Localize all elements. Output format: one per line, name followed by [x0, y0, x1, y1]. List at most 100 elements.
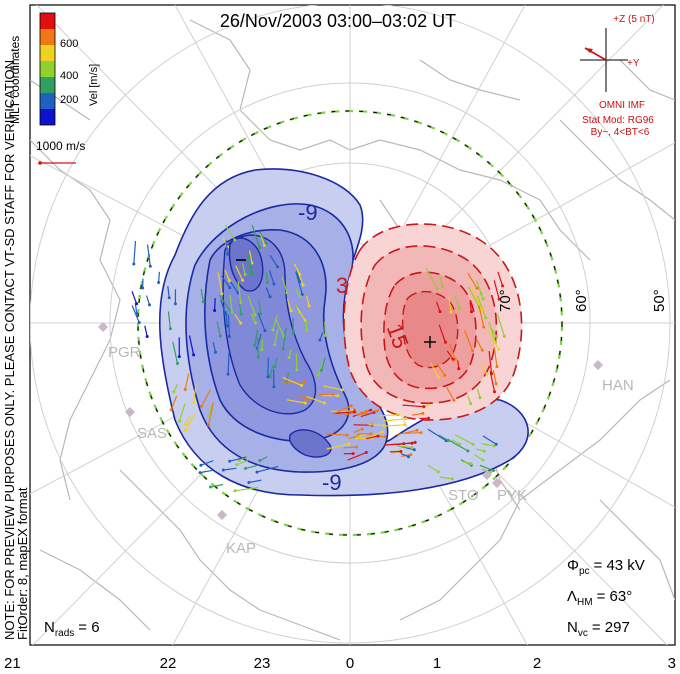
velocity-vector-origin — [298, 272, 302, 276]
velocity-vector-origin — [243, 273, 247, 276]
velocity-vector-origin — [173, 302, 177, 306]
velocity-vector-origin — [184, 428, 187, 432]
colorbar-swatch-5 — [40, 93, 55, 109]
mlt-tick-21: 21 — [4, 655, 21, 672]
velocity-vector — [208, 404, 213, 417]
velocity-vector-origin — [295, 368, 299, 372]
velocity-vector-origin — [435, 287, 439, 291]
velocity-vector — [496, 313, 505, 337]
latitude-label-70: 70° — [497, 289, 514, 312]
velocity-vector-origin — [254, 321, 258, 325]
velocity-vector-origin — [268, 295, 272, 299]
mlt-tick-1: 1 — [433, 655, 441, 672]
velocity-vector-origin — [178, 419, 182, 423]
velocity-vector — [295, 353, 298, 370]
velocity-vector-origin — [207, 414, 211, 418]
velocity-vector-origin — [502, 334, 506, 338]
imf-plus-z-label: +Z (5 nT) — [613, 14, 654, 25]
velocity-vector-origin — [436, 470, 440, 474]
velocity-vector-origin — [307, 304, 311, 308]
velocity-vector-origin — [199, 463, 203, 467]
velocity-vector-origin — [469, 402, 473, 406]
velocity-vectors — [131, 224, 506, 493]
velocity-vector — [281, 276, 288, 293]
velocity-vector — [216, 321, 221, 337]
scale-vector-origin — [38, 161, 42, 165]
velocity-vector — [383, 443, 404, 446]
velocity-vector — [210, 483, 224, 488]
velocity-vector — [250, 312, 257, 324]
velocity-vector-origin — [183, 388, 187, 391]
velocity-vector — [256, 465, 279, 473]
velocity-vector — [220, 299, 227, 315]
velocity-vector — [167, 285, 170, 298]
velocity-vector-origin — [220, 292, 224, 296]
velocity-vector-origin — [412, 448, 416, 452]
colorbar-swatch-2 — [40, 45, 55, 61]
imf-source-label: OMNI IMF — [599, 100, 645, 111]
velocity-vector — [360, 411, 375, 418]
velocity-vector — [493, 280, 500, 300]
velocity-vector-origin — [148, 303, 151, 307]
velocity-vector-origin — [351, 452, 355, 456]
velocity-vector-origin — [239, 312, 243, 316]
velocity-vector-origin — [458, 307, 461, 310]
velocity-vector — [158, 271, 160, 283]
velocity-vector-origin — [301, 283, 305, 287]
velocity-vector — [305, 295, 310, 307]
velocity-vector-origin — [490, 372, 494, 376]
station-label-pgr: PGR — [108, 344, 141, 361]
velocity-vector-origin — [494, 382, 498, 386]
velocity-vector-origin — [345, 433, 349, 437]
velocity-vector-origin — [349, 404, 353, 408]
colorbar-swatch-1 — [40, 29, 55, 45]
velocity-vector-origin — [169, 408, 173, 412]
velocity-vector-origin — [427, 416, 430, 420]
velocity-vector-origin — [336, 394, 340, 398]
velocity-vector — [427, 464, 439, 473]
velocity-vector-origin — [489, 470, 493, 474]
velocity-vector-origin — [497, 347, 501, 351]
velocity-vector-origin — [244, 466, 248, 470]
velocity-vector-origin — [291, 331, 295, 335]
velocity-vector — [492, 369, 497, 384]
velocity-vector — [200, 288, 204, 303]
velocity-vector-origin — [457, 367, 461, 371]
velocity-vector-origin — [364, 411, 368, 415]
nrads-subscript: rads — [55, 628, 74, 639]
velocity-vector — [188, 335, 195, 356]
velocity-vector — [184, 413, 196, 431]
nvc-value: = 297 — [592, 619, 630, 636]
velocity-vector-origin — [453, 357, 457, 361]
velocity-vector-origin — [466, 449, 470, 453]
velocity-vector — [133, 240, 137, 265]
lam-value: = 63° — [597, 588, 633, 605]
velocity-vector — [474, 454, 484, 461]
velocity-vector — [478, 305, 485, 328]
velocity-vector — [383, 418, 406, 422]
velocity-vector-origin — [266, 280, 269, 284]
velocity-vector — [435, 301, 441, 312]
velocity-vector-origin — [451, 357, 455, 361]
velocity-vector — [230, 281, 239, 294]
velocity-vector-origin — [177, 355, 181, 359]
velocity-vector-origin — [494, 442, 498, 446]
velocity-vector-origin — [410, 441, 414, 445]
velocity-vector — [172, 341, 179, 364]
velocity-vector-origin — [443, 373, 447, 377]
velocity-vector-origin — [141, 286, 145, 290]
velocity-vector — [221, 275, 231, 289]
velocity-vector-origin — [221, 468, 225, 472]
velocity-vector-origin — [258, 246, 262, 249]
velocity-vector-origin — [228, 286, 232, 290]
velocity-vector-origin — [272, 282, 276, 286]
phi-subscript: pc — [579, 566, 590, 577]
velocity-vector — [353, 428, 363, 433]
velocity-vector-origin — [369, 432, 373, 436]
velocity-vector — [265, 287, 271, 297]
velocity-vector — [145, 295, 151, 306]
velocity-vector — [479, 464, 494, 472]
velocity-vector-origin — [419, 431, 423, 435]
velocity-vector-origin — [323, 333, 327, 337]
velocity-vector — [360, 410, 378, 414]
